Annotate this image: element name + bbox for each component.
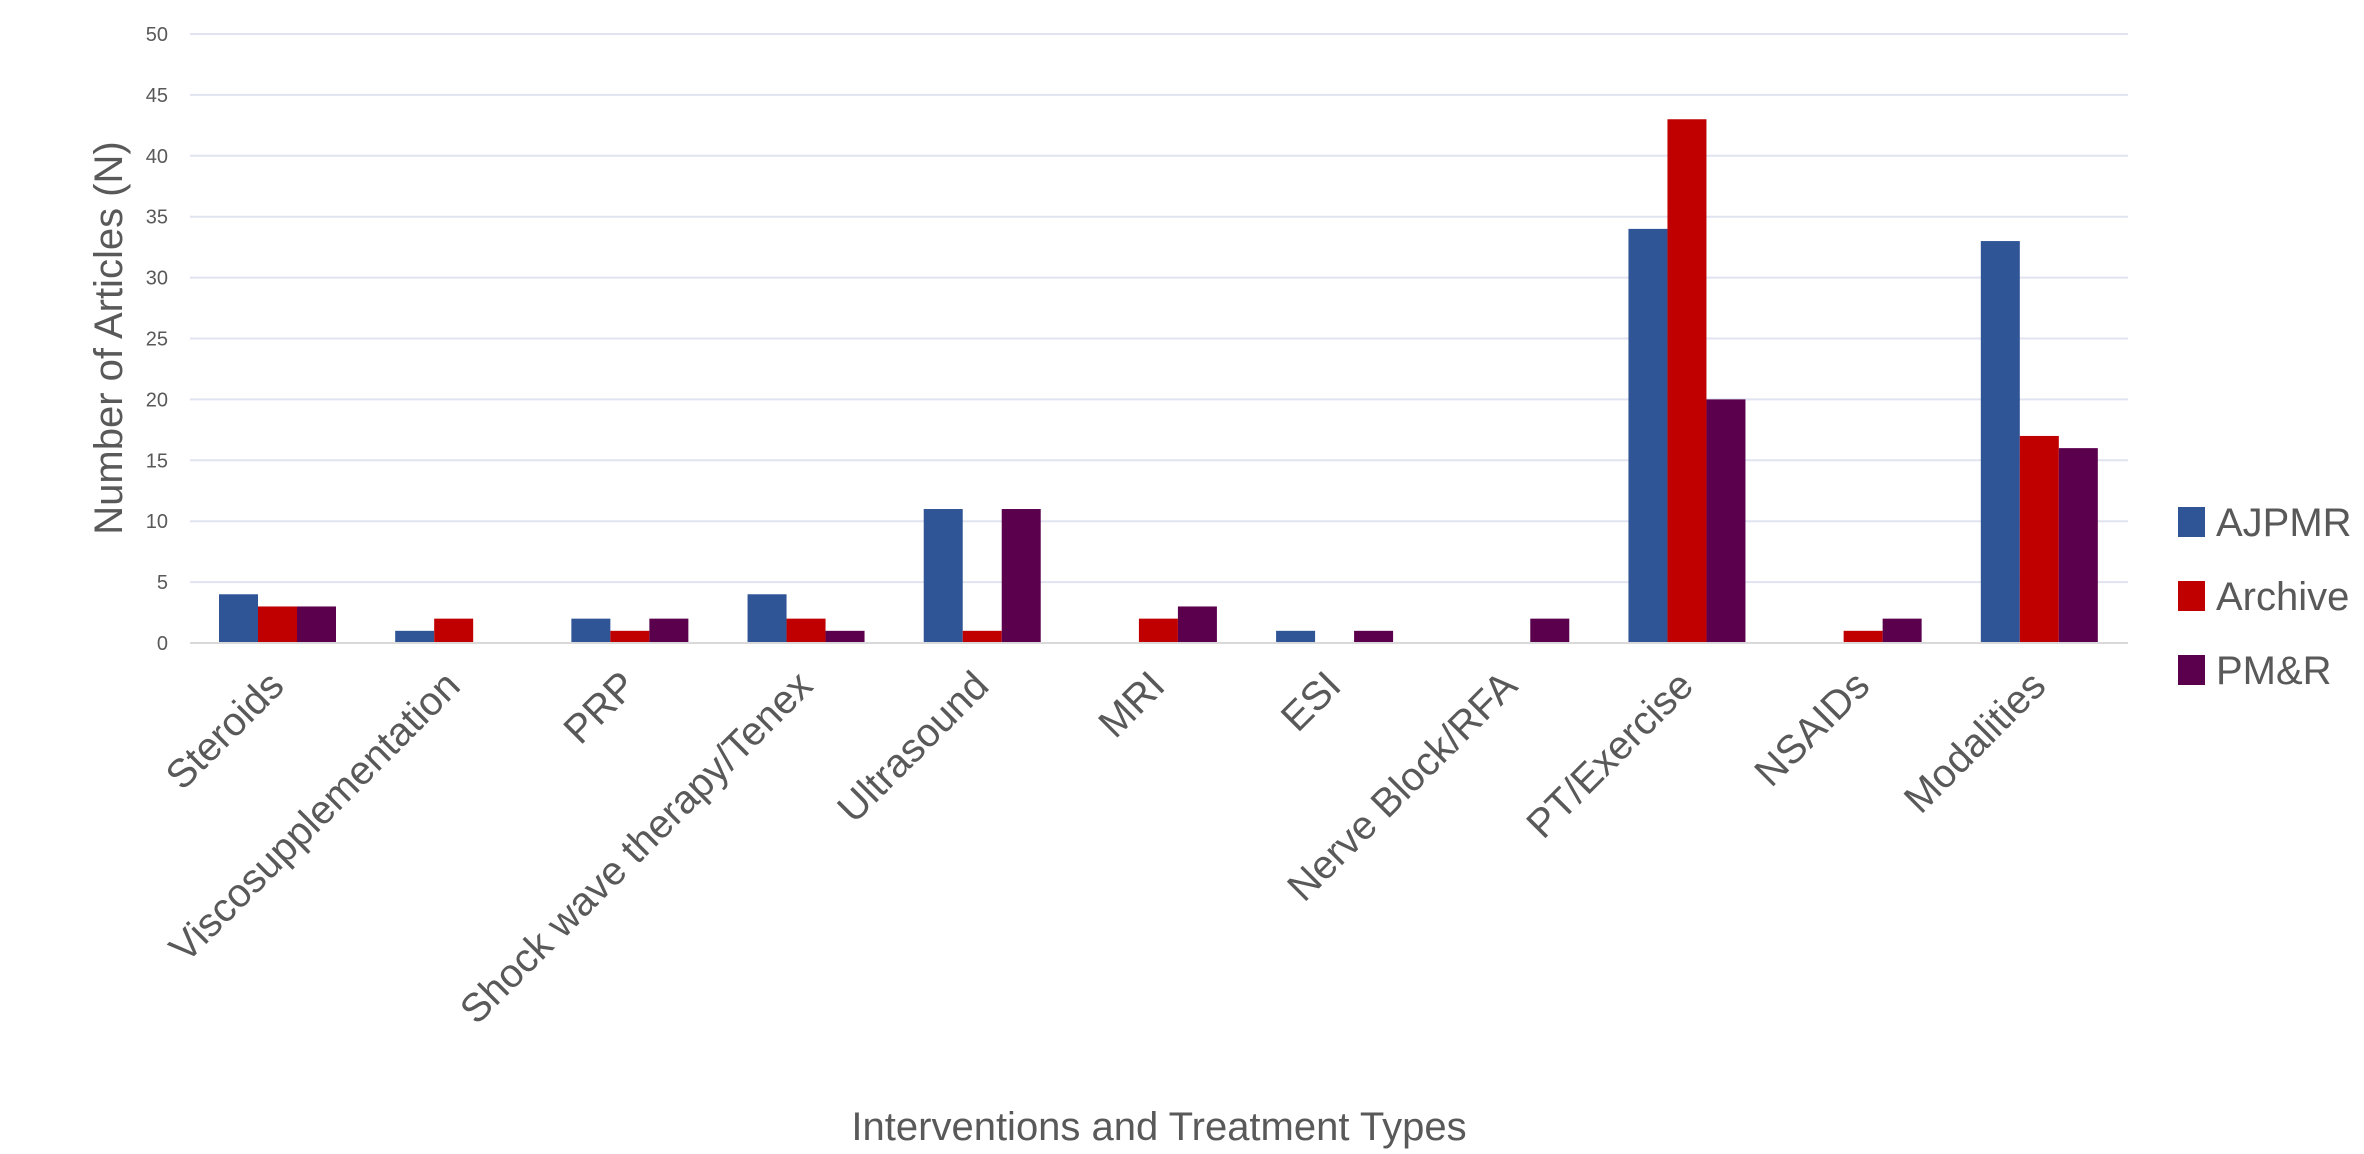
bar — [1667, 119, 1707, 643]
bar — [1843, 630, 1883, 643]
bar — [649, 618, 689, 643]
bar — [1628, 228, 1668, 643]
y-tick-label: 10 — [146, 511, 168, 533]
bars — [219, 119, 2098, 643]
x-tick-label: Viscosupplementation — [161, 663, 468, 970]
bar — [1177, 606, 1217, 643]
bar — [1980, 241, 2020, 643]
x-tick-label: Steroids — [158, 663, 293, 798]
bar — [1882, 618, 1922, 643]
y-tick-label: 20 — [146, 389, 168, 411]
y-tick-label: 5 — [157, 572, 168, 594]
legend-label: AJPMR — [2216, 501, 2352, 545]
y-tick-label: 30 — [146, 268, 168, 290]
bar — [2058, 448, 2098, 643]
bar — [962, 630, 1002, 643]
bar — [1276, 630, 1316, 643]
x-axis-title: Interventions and Treatment Types — [851, 1105, 1466, 1149]
legend-label: PM&R — [2216, 649, 2332, 693]
bar — [1530, 618, 1570, 643]
y-tick-label: 0 — [157, 633, 168, 655]
bar — [297, 606, 336, 643]
y-axis-ticks: 0 5 10 15 20 25 30 35 40 45 50 — [146, 24, 168, 655]
bar — [786, 618, 826, 643]
x-tick-label: Shock wave therapy/Tenex — [452, 663, 821, 1032]
x-tick-label: ESI — [1273, 663, 1350, 740]
legend: AJPMR Archive PM&R — [2178, 501, 2352, 693]
bar — [219, 594, 258, 643]
y-tick-label: 15 — [146, 450, 168, 472]
bar — [825, 630, 865, 643]
bar — [1354, 630, 1394, 643]
x-tick-label: PT/Exercise — [1518, 663, 1702, 847]
legend-swatch — [2178, 655, 2205, 685]
x-tick-label: NSAIDs — [1746, 663, 1878, 795]
bar — [2019, 435, 2059, 643]
x-tick-label: Modalities — [1896, 663, 2054, 821]
x-tick-label: PRP — [556, 663, 645, 752]
gridlines — [190, 33, 2128, 584]
bar — [434, 618, 474, 643]
y-tick-label: 35 — [146, 207, 168, 229]
bar — [610, 630, 650, 643]
bar — [395, 630, 435, 643]
bar — [747, 594, 787, 643]
y-tick-label: 50 — [146, 24, 168, 46]
bar — [1001, 509, 1041, 643]
bar — [923, 509, 963, 643]
y-tick-label: 40 — [146, 146, 168, 168]
bar — [1138, 618, 1178, 643]
x-tick-label: MRI — [1090, 663, 1173, 746]
y-tick-label: 45 — [146, 85, 168, 107]
legend-swatch — [2178, 581, 2205, 611]
bar — [258, 606, 297, 643]
y-axis-title: Number of Articles (N) — [87, 141, 131, 534]
legend-swatch — [2178, 507, 2205, 537]
bar — [1706, 399, 1746, 643]
y-tick-label: 25 — [146, 329, 168, 351]
x-tick-label: Ultrasound — [829, 663, 997, 831]
bar — [571, 618, 611, 643]
legend-label: Archive — [2216, 575, 2349, 619]
